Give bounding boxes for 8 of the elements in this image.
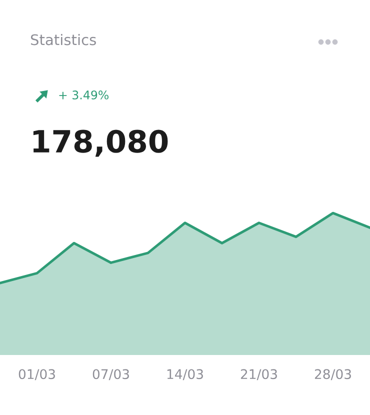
x-tick-label: 21/03 [240, 369, 277, 380]
x-tick-label: 14/03 [167, 369, 203, 380]
text: + 3.49% [59, 90, 108, 100]
chart-title: Statistics [30, 34, 96, 46]
x-tick-label: 01/03 [18, 369, 55, 380]
text: 178,080 [33, 130, 168, 157]
x-tick-label: 28/03 [314, 369, 351, 380]
x-tick-label: 07/03 [92, 369, 129, 380]
